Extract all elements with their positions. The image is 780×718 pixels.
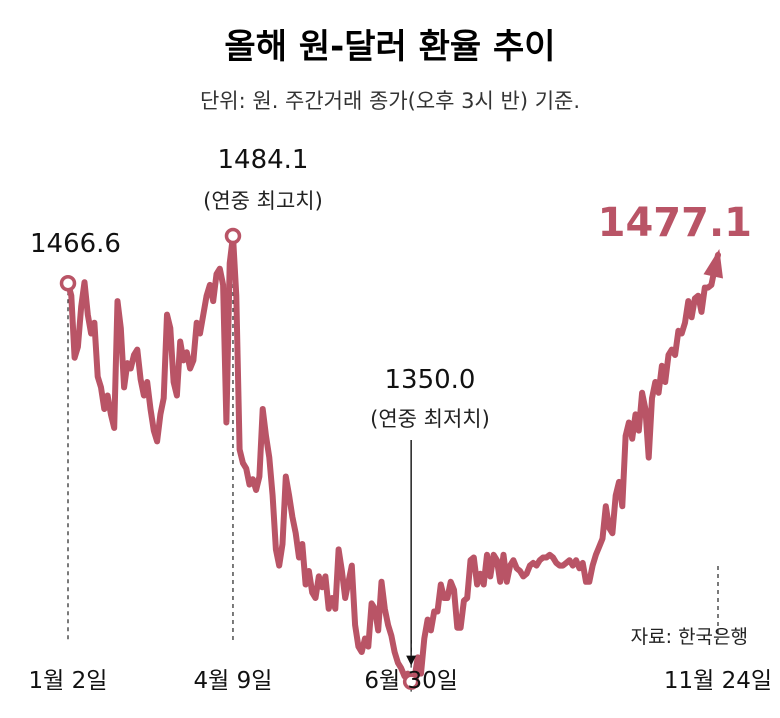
chart-subtitle: 단위: 원. 주간거래 종가(오후 3시 반) 기준.	[200, 89, 580, 113]
markers	[59, 227, 723, 690]
end-value-label: 1477.1	[598, 200, 752, 246]
min-value-label: 1350.0	[385, 365, 476, 395]
guide-lines	[67, 244, 719, 692]
min-marker	[402, 673, 420, 690]
x-tick-label: 6월 30일	[364, 668, 458, 694]
max-note-label: (연중 최고치)	[203, 189, 323, 213]
x-tick-label: 11월 24일	[664, 668, 772, 694]
chart-title: 올해 원-달러 환율 추이	[224, 27, 555, 67]
start-marker	[59, 274, 77, 292]
max-value-label: 1484.1	[218, 145, 309, 175]
min-pointer-arrow	[406, 655, 417, 666]
annotation-labels: 1466.6 1484.1 (연중 최고치) 1350.0 (연중 최저치) 1477.1	[30, 145, 752, 666]
series-line	[65, 233, 721, 685]
source-note: 자료: 한국은행	[631, 626, 748, 648]
x-tick-label: 1월 2일	[29, 668, 108, 694]
x-tick-label: 4월 9일	[194, 668, 273, 694]
max-marker	[224, 227, 242, 245]
end-arrow	[703, 249, 723, 279]
min-note-label: (연중 최저치)	[370, 407, 490, 431]
start-value-label: 1466.6	[30, 229, 121, 259]
x-axis-ticks: 1월 2일 4월 9일 6월 30일 11월 24일	[29, 668, 773, 694]
